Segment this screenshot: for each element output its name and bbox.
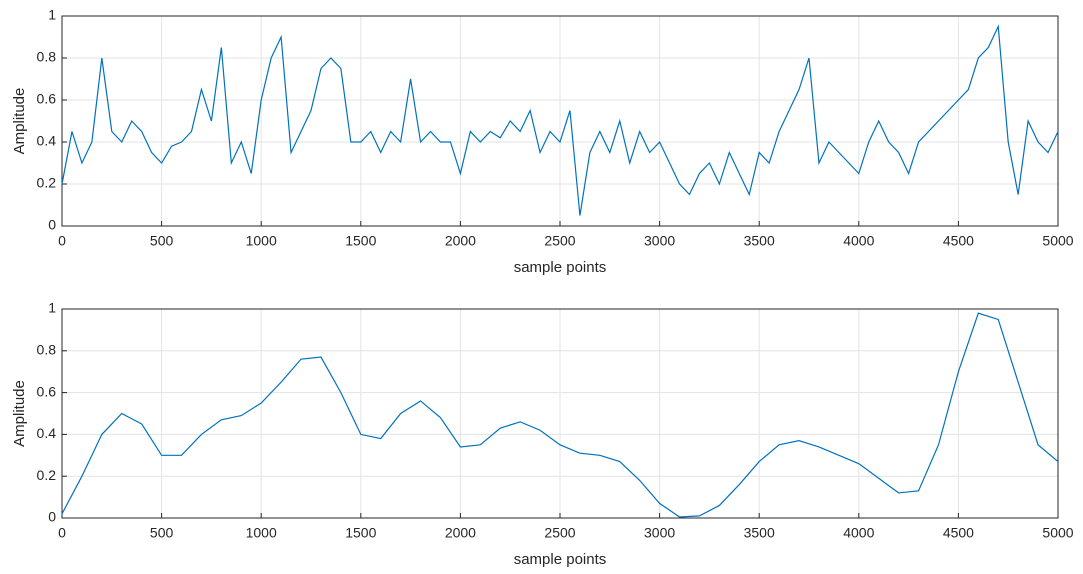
y-tick-label: 0.8 (37, 49, 57, 65)
x-tick-label: 0 (58, 233, 66, 249)
x-tick-label: 1500 (345, 233, 376, 249)
x-tick-label: 3500 (744, 233, 775, 249)
x-tick-label: 2000 (445, 233, 476, 249)
x-tick-label: 500 (150, 525, 174, 541)
y-tick-label: 0.6 (37, 383, 57, 399)
x-tick-label: 3500 (744, 525, 775, 541)
data-line (61, 24, 1059, 216)
x-tick-label: 4000 (843, 525, 874, 541)
x-tick-label: 1500 (345, 525, 376, 541)
y-tick-label: 0.6 (37, 91, 57, 107)
x-tick-label: 3000 (644, 233, 675, 249)
y-tick-label: 0 (48, 217, 56, 233)
y-tick-label: 0.2 (37, 467, 57, 483)
x-tick-label: 4500 (943, 233, 974, 249)
x-tick-label: 500 (150, 233, 174, 249)
x-tick-label: 4000 (843, 233, 874, 249)
x-tick-label: 2500 (544, 525, 575, 541)
y-tick-label: 0.4 (37, 133, 57, 149)
x-axis-label: sample points (514, 551, 607, 568)
y-tick-label: 1 (48, 7, 56, 23)
y-tick-label: 0 (48, 509, 56, 525)
y-tick-label: 0.4 (37, 425, 57, 441)
y-tick-label: 0.8 (37, 342, 57, 358)
axes-box (61, 15, 1059, 227)
x-tick-label: 2500 (544, 233, 575, 249)
data-line (61, 312, 1059, 518)
x-tick-label: 0 (58, 525, 66, 541)
x-tick-label: 5000 (1042, 525, 1073, 541)
x-tick-label: 1000 (246, 233, 277, 249)
x-tick-label: 1000 (246, 525, 277, 541)
y-tick-label: 1 (48, 300, 56, 316)
axes-box (61, 308, 1059, 519)
y-axis-label: Amplitude (11, 380, 28, 447)
y-axis-label: Amplitude (11, 88, 28, 155)
x-tick-label: 2000 (445, 525, 476, 541)
x-tick-label: 3000 (644, 525, 675, 541)
x-axis-label: sample points (514, 259, 607, 276)
x-tick-label: 4500 (943, 525, 974, 541)
x-tick-label: 5000 (1042, 233, 1073, 249)
y-tick-label: 0.2 (37, 175, 57, 191)
